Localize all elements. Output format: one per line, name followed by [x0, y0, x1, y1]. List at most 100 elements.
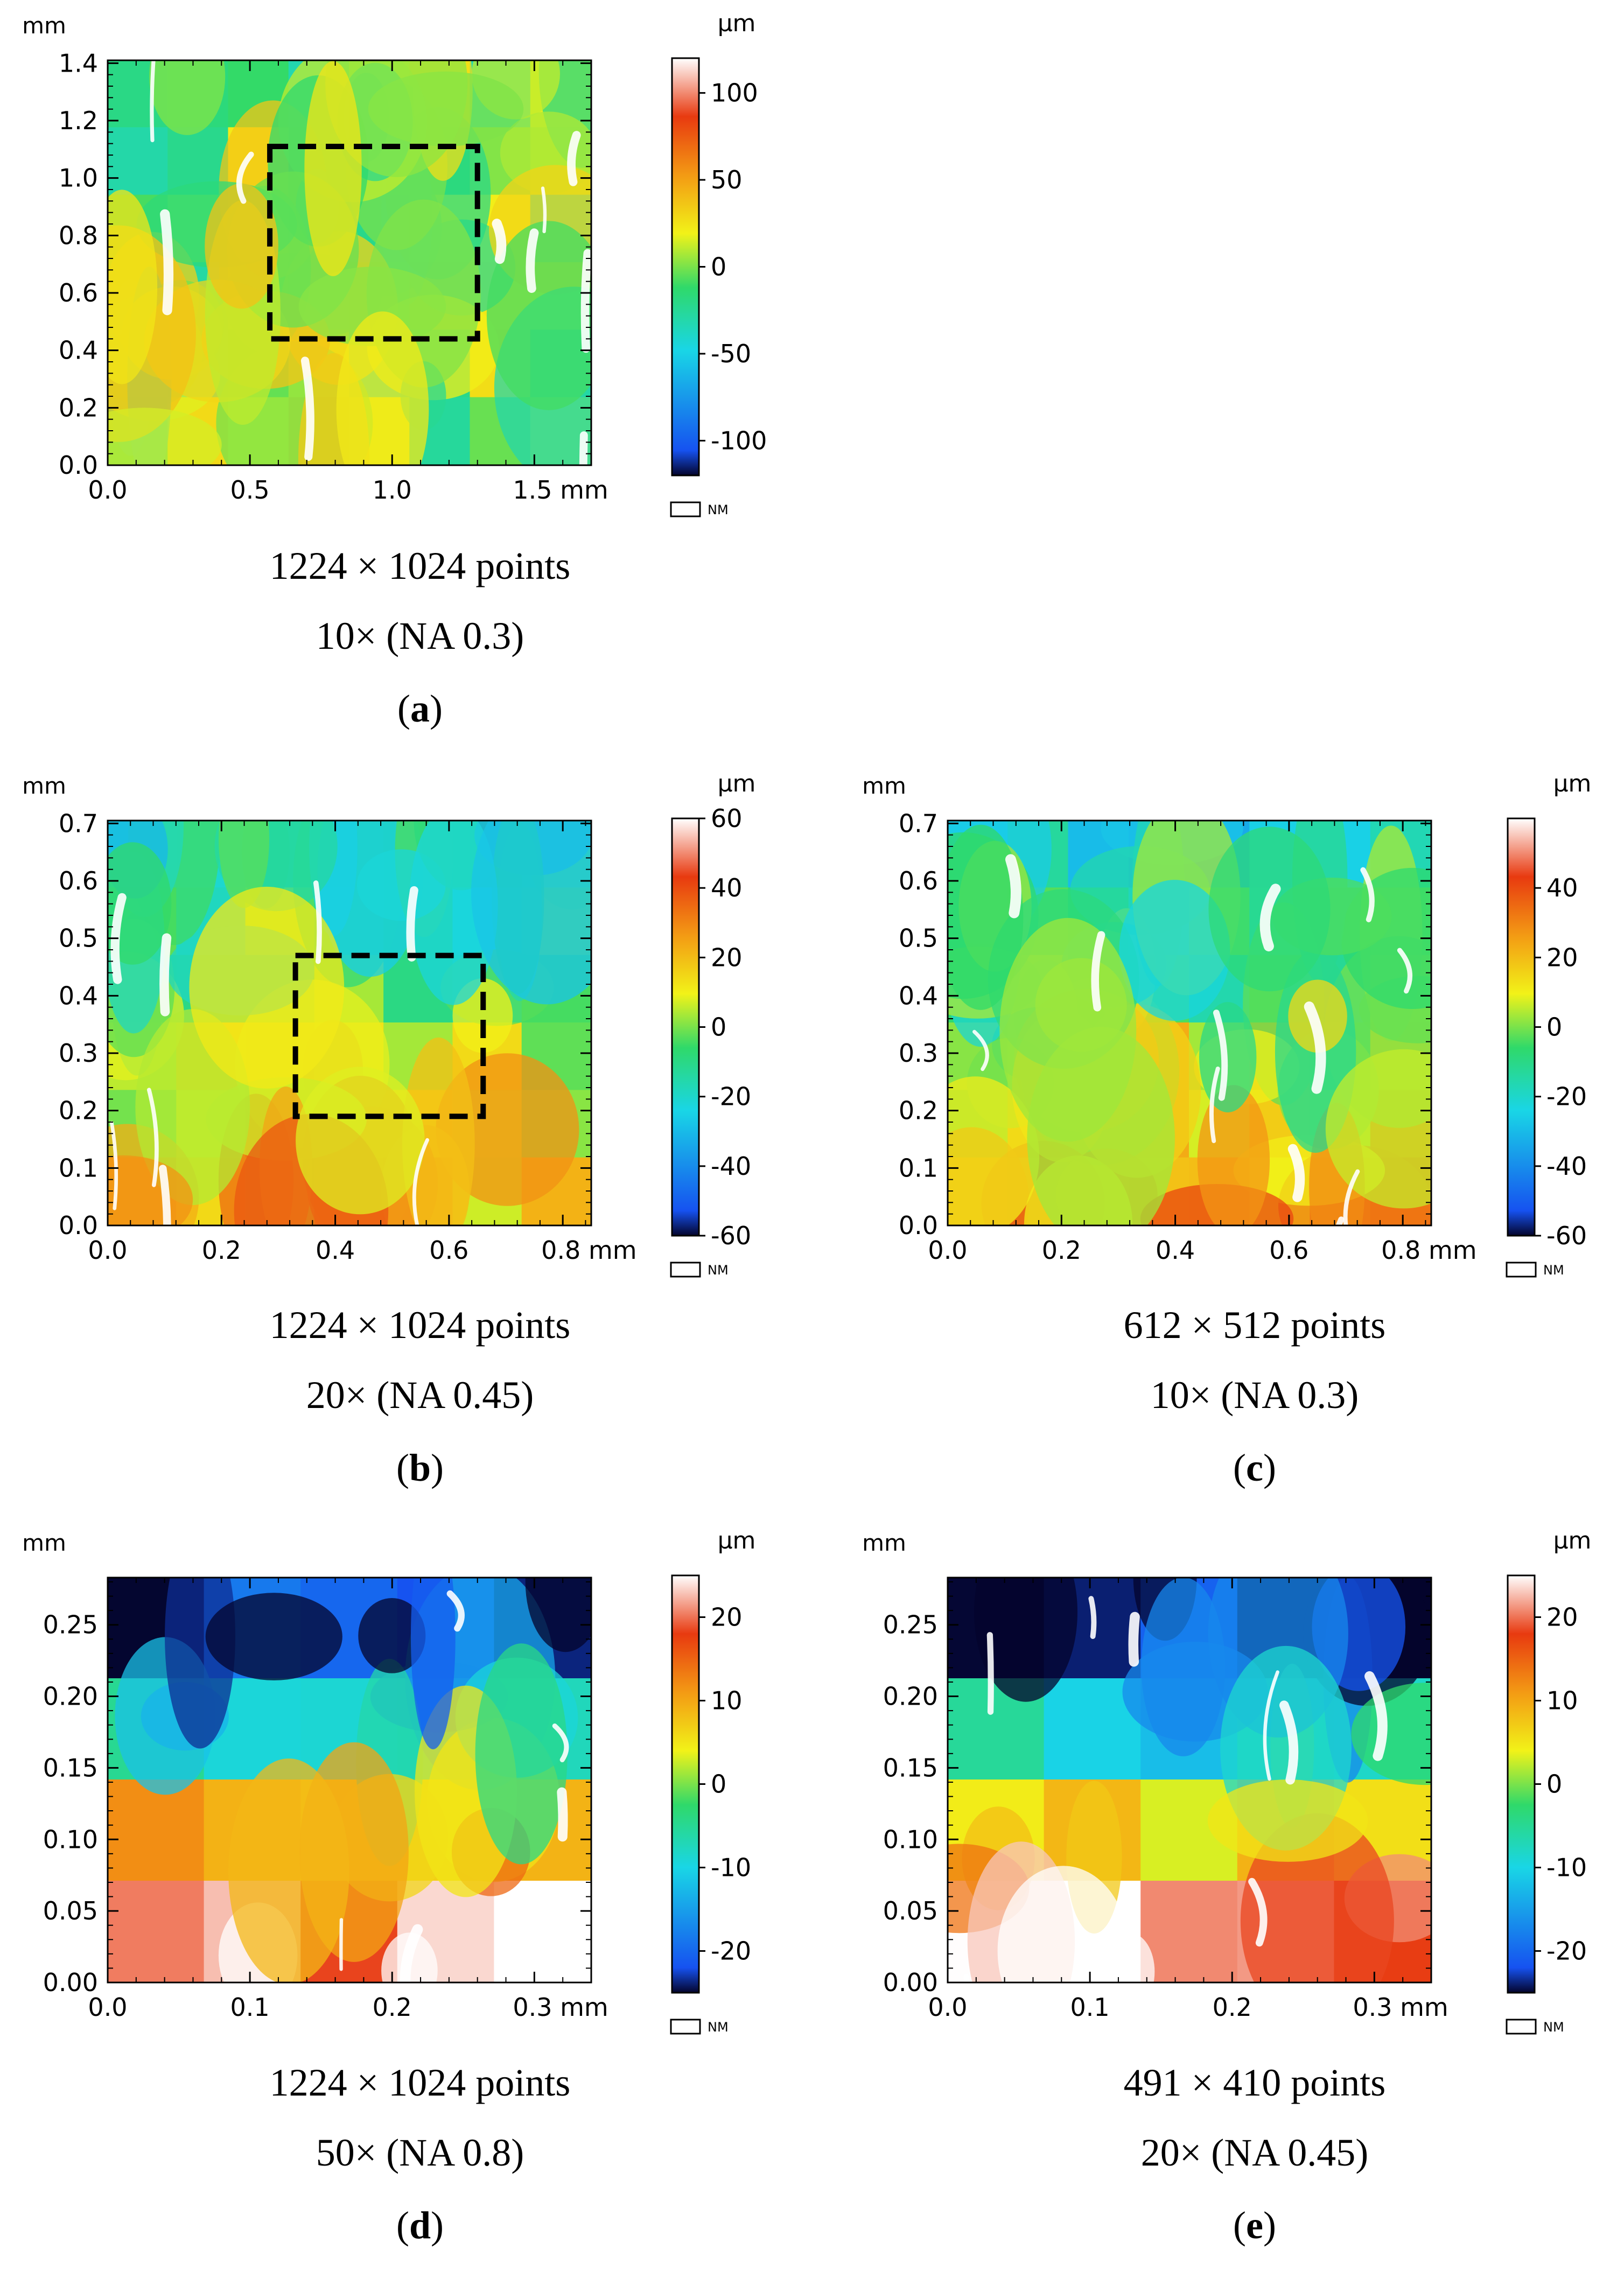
- heatmap-blob: [149, 60, 226, 135]
- x-tick-label: 0.6: [1269, 1236, 1308, 1265]
- colorbar-scale: [1507, 1574, 1536, 1994]
- heatmap-blob: [304, 61, 362, 276]
- not-measured-streak: [986, 1632, 994, 1715]
- heatmap-surface-d: [108, 1578, 591, 1982]
- heatmap-blob: [228, 1758, 349, 1982]
- y-tick-label: 0.20: [883, 1682, 938, 1711]
- heatmap-blob: [205, 183, 278, 309]
- y-tick-label: 0.4: [59, 336, 98, 365]
- y-tick-label: 0.0: [59, 1211, 98, 1240]
- not-measured-streak: [236, 151, 254, 204]
- not-measured-streak: [541, 186, 547, 234]
- heatmap-blob: [189, 886, 345, 1089]
- not-measured-streak: [1304, 1001, 1326, 1094]
- heatmap-blob: [1197, 1085, 1270, 1225]
- not-measured-streak: [158, 1165, 171, 1225]
- nm-legend-label: NM: [708, 502, 729, 517]
- colorbar-scale: [671, 817, 700, 1237]
- not-measured-streak: [1335, 1216, 1345, 1225]
- nm-legend-label: NM: [1543, 2020, 1564, 2035]
- colorbar-scale: [1507, 817, 1536, 1237]
- heatmap-surface-b: [108, 821, 591, 1225]
- y-tick-label: 1.4: [59, 48, 98, 78]
- colorbar-tick-label: 0: [711, 1770, 726, 1799]
- heatmap-blob: [108, 1155, 193, 1225]
- nm-legend-swatch: [670, 501, 701, 517]
- colorbar-tick-label: 20: [711, 1603, 743, 1632]
- caption-objective: 20× (NA 0.45): [306, 1374, 534, 1417]
- heatmap-blob: [402, 1037, 475, 1225]
- x-tick-label: 0.0: [88, 1993, 127, 2022]
- not-measured-streak: [400, 1924, 423, 1982]
- colorbar-tick-label: -40: [1546, 1152, 1587, 1181]
- not-measured-streak: [552, 1723, 569, 1763]
- not-measured-streak: [160, 209, 174, 316]
- x-tick-label: 1.5 mm: [513, 475, 608, 505]
- y-tick-label: 0.5: [899, 924, 938, 953]
- y-tick-label: 0.7: [59, 809, 98, 838]
- not-measured-streak: [1397, 948, 1413, 994]
- y-tick-label: 0.05: [43, 1896, 98, 1925]
- x-tick-label: 1.0: [373, 475, 412, 505]
- not-measured-streak: [446, 1590, 465, 1632]
- heatmap-cell: [108, 1881, 205, 1982]
- x-tick-label: 0.5: [230, 475, 270, 505]
- heatmap-blob: [1141, 1578, 1226, 1756]
- not-measured-streak: [557, 1787, 568, 1842]
- y-axis-unit-label: mm: [22, 773, 66, 799]
- heatmap-blob: [296, 1067, 425, 1215]
- y-tick-label: 0.1: [899, 1153, 938, 1182]
- y-tick-label: 0.5: [59, 924, 98, 953]
- x-tick-label: 0.4: [1156, 1236, 1195, 1265]
- y-tick-label: 0.10: [883, 1825, 938, 1854]
- caption-points: 612 × 512 points: [1124, 1304, 1386, 1347]
- x-tick-label: 0.0: [88, 1236, 127, 1265]
- colorbar-tick-label: 60: [711, 804, 743, 833]
- heatmap-blob: [1119, 880, 1230, 1021]
- heatmap-blob: [486, 221, 591, 410]
- colorbar-tick-label: 40: [711, 873, 743, 902]
- colorbar-tick-label: 20: [1546, 943, 1578, 972]
- y-tick-label: 0.4: [899, 981, 938, 1010]
- colorbar-tick-label: 0: [1546, 1013, 1562, 1042]
- y-tick-label: 0.2: [59, 1096, 98, 1125]
- heatmap-blob: [471, 821, 591, 1005]
- plot-frame-b: [107, 819, 592, 1227]
- colorbar-tick-label: -60: [711, 1221, 751, 1250]
- not-measured-streak: [1364, 1671, 1388, 1761]
- nm-legend-swatch: [670, 1262, 701, 1278]
- y-tick-label: 0.25: [43, 1610, 98, 1640]
- x-tick-label: 0.2: [1042, 1236, 1081, 1265]
- not-measured-streak: [580, 249, 591, 353]
- y-axis-unit-label: mm: [22, 12, 66, 39]
- not-measured-streak: [1128, 1612, 1140, 1667]
- caption-objective: 20× (NA 0.45): [1141, 2131, 1369, 2174]
- y-tick-label: 0.0: [59, 451, 98, 480]
- not-measured-streak: [504, 1942, 519, 1982]
- nm-legend-swatch: [670, 2019, 701, 2035]
- caption-objective: 10× (NA 0.3): [316, 614, 524, 657]
- y-axis-unit-label: mm: [862, 773, 906, 799]
- caption-objective: 10× (NA 0.3): [1151, 1374, 1359, 1417]
- not-measured-streak: [579, 431, 588, 465]
- not-measured-streak: [300, 356, 314, 461]
- x-tick-label: 0.4: [316, 1236, 355, 1265]
- caption-points: 491 × 410 points: [1124, 2061, 1386, 2104]
- colorbar-tick-label: 10: [1546, 1686, 1578, 1715]
- panel-e: 0.0 0.1 0.2 0.3 mm 0.00 0.05 0.10 0.15 0.20 0.25 m…: [862, 1527, 1592, 2247]
- not-measured-streak: [412, 1138, 429, 1225]
- colorbar-tick-label: -20: [711, 1082, 751, 1111]
- colorbar-tick-label: -60: [1546, 1221, 1587, 1250]
- colorbar-tick-label: 0: [711, 253, 726, 282]
- x-tick-label: 0.3 mm: [1353, 1993, 1448, 2022]
- colorbar-tick-label: 0: [1546, 1770, 1562, 1799]
- colorbar-unit-label: µm: [1553, 1527, 1592, 1554]
- x-tick-label: 0.6: [429, 1236, 468, 1265]
- colorbar-scale: [671, 57, 700, 477]
- x-tick-label: 0.2: [373, 1993, 412, 2022]
- not-measured-streak: [1248, 1877, 1268, 1947]
- colorbar-tick-label: 40: [1546, 873, 1578, 902]
- not-measured-streak: [159, 933, 172, 1017]
- heatmap-blob: [1325, 1049, 1431, 1209]
